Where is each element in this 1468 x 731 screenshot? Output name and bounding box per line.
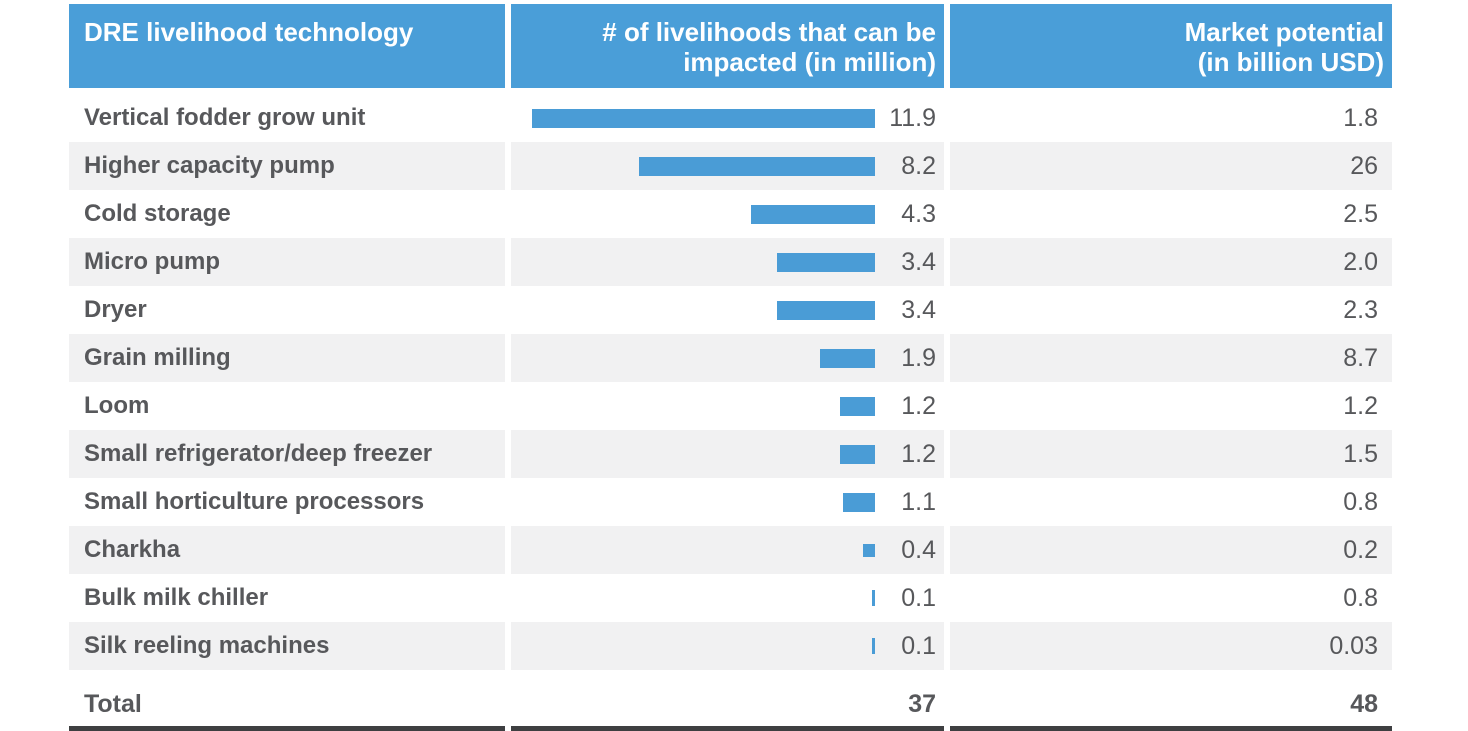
livelihoods-cell: 3.4 [511,238,944,286]
technology-label: Grain milling [69,334,505,382]
table-row: Small horticulture processors 1.1 0.8 [69,478,1392,526]
livelihoods-value: 3.4 [901,247,936,276]
livelihoods-value: 3.4 [901,295,936,324]
bottom-rule-segment [950,726,1392,731]
technology-label: Loom [84,392,150,419]
table-row: Loom 1.2 1.2 [69,382,1392,430]
livelihoods-bar [777,252,875,272]
technology-label: Charkha [69,526,505,574]
technology-label: Small refrigerator/deep freezer [69,430,505,478]
technology-label: Micro pump [69,238,505,286]
livelihoods-cell: 4.3 [511,190,944,238]
table-row: Small refrigerator/deep freezer 1.2 1.5 [69,430,1392,478]
livelihoods-bar [863,543,875,557]
livelihoods-value: 8.2 [901,151,936,180]
table-row: Charkha 0.4 0.2 [69,526,1392,574]
market-value: 26 [950,142,1392,190]
market-value: 2.0 [950,238,1392,286]
livelihoods-cell: 3.4 [511,286,944,334]
livelihoods-value: 11.9 [889,103,936,132]
technology-label: Dryer [84,296,147,323]
market-value: 0.03 [950,622,1392,670]
livelihoods-cell: 1.2 [511,382,944,430]
market-value: 1.2 [1343,391,1378,420]
livelihoods-value: 1.2 [901,391,936,420]
total-livelihoods-cell: 37 [511,682,944,726]
technology-label: Vertical fodder grow unit [84,104,366,131]
livelihoods-value: 0.4 [901,535,936,564]
livelihoods-cell: 0.4 [511,526,944,574]
total-market-value: 48 [1350,689,1378,718]
bottom-rule-segment [511,726,944,731]
market-value: 0.8 [1343,487,1378,516]
livelihoods-cell: 11.9 [511,94,944,142]
column-header-livelihoods: # of livelihoods that can be impacted (i… [511,4,944,88]
livelihoods-value: 4.3 [901,199,936,228]
livelihoods-bar [751,204,875,224]
technology-label: Bulk milk chiller [84,584,269,611]
livelihoods-bar [820,348,875,368]
livelihoods-value: 1.9 [901,343,936,372]
livelihoods-bar [777,300,875,320]
technology-label: Silk reeling machines [69,622,505,670]
livelihoods-value: 0.1 [901,583,936,612]
table-body: Vertical fodder grow unit 11.9 1.8 Highe… [69,94,1392,670]
table-row: Silk reeling machines 0.1 0.03 [69,622,1392,670]
table-row: Grain milling 1.9 8.7 [69,334,1392,382]
table-header: DRE livelihood technology # of livelihoo… [69,4,1392,88]
livelihoods-bar [639,156,875,176]
livelihoods-bar [872,638,875,654]
market-value: 2.3 [1343,295,1378,324]
livelihoods-value: 1.2 [901,439,936,468]
total-label: Total [84,689,142,718]
market-value: 1.5 [950,430,1392,478]
technology-label: Cold storage [84,200,231,227]
total-livelihoods-value: 37 [908,689,936,718]
livelihoods-bar [840,396,875,416]
column-header-market-potential: Market potential (in billion USD) [950,4,1392,88]
livelihoods-cell: 1.1 [511,478,944,526]
table-row: Vertical fodder grow unit 11.9 1.8 [69,94,1392,142]
table-row: Cold storage 4.3 2.5 [69,190,1392,238]
livelihoods-cell: 0.1 [511,574,944,622]
table-row: Dryer 3.4 2.3 [69,286,1392,334]
market-value: 2.5 [1343,199,1378,228]
livelihoods-bar [840,444,875,464]
livelihoods-bar [532,108,875,128]
technology-label: Small horticulture processors [84,488,425,515]
table-row: Micro pump 3.4 2.0 [69,238,1392,286]
table-row: Bulk milk chiller 0.1 0.8 [69,574,1392,622]
bottom-rule-row [69,726,1392,731]
livelihoods-cell: 1.2 [511,430,944,478]
dre-technology-table: DRE livelihood technology # of livelihoo… [69,4,1392,731]
livelihoods-bar [872,590,875,606]
bottom-rule-segment [69,726,505,731]
livelihoods-cell: 8.2 [511,142,944,190]
livelihoods-cell: 0.1 [511,622,944,670]
table-row: Higher capacity pump 8.2 26 [69,142,1392,190]
market-value: 0.8 [1343,583,1378,612]
column-header-technology: DRE livelihood technology [69,4,505,88]
market-value: 1.8 [1343,103,1378,132]
livelihoods-cell: 1.9 [511,334,944,382]
technology-label: Higher capacity pump [69,142,505,190]
livelihoods-bar [843,492,875,512]
market-value: 0.2 [950,526,1392,574]
total-row: Total 37 48 [69,682,1392,726]
livelihoods-value: 1.1 [901,487,936,516]
livelihoods-value: 0.1 [901,631,936,660]
market-value: 8.7 [950,334,1392,382]
